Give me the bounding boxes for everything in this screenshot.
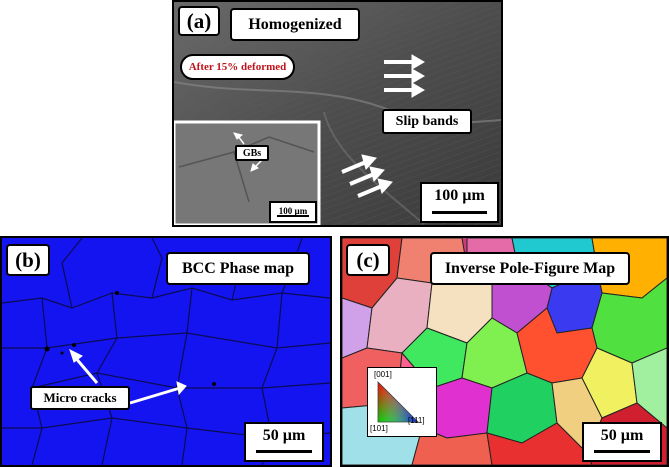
panel-b-scale-text: 50 µm [262, 427, 306, 444]
panel-c-label: (c) [346, 244, 390, 276]
deformation-note: After 15% deformed [180, 54, 295, 80]
panel-b-label: (b) [6, 244, 50, 276]
ipf-key-101: [101] [370, 424, 388, 433]
panel-b-phase-map: (b) BCC Phase map Micro cracks 50 µm [0, 236, 332, 467]
panel-c-scale-bar: 50 µm [582, 422, 662, 462]
micro-cracks-label: Micro cracks [30, 386, 130, 410]
panel-a-sem-image: (a) Homogenized After 15% deformed Slip … [172, 0, 503, 227]
gbs-arrows [233, 132, 263, 172]
panel-a-label: (a) [178, 6, 220, 36]
ipf-triangle [377, 381, 419, 423]
micro-crack-arrows [69, 349, 187, 405]
ipf-key-111: [111] [408, 416, 425, 425]
slip-band-arrows-upper [384, 54, 425, 98]
inset-scale-text: 100 µm [278, 206, 308, 216]
inset-scale-bar: 100 µm [269, 201, 317, 223]
panel-b-scale-bar: 50 µm [244, 422, 324, 462]
panel-c-title: Inverse Pole-Figure Map [430, 252, 630, 285]
ipf-key-001: [001] [374, 370, 392, 379]
slip-bands-label: Slip bands [382, 109, 472, 134]
gbs-label: GBs [235, 145, 269, 161]
panel-a-title: Homogenized [230, 8, 360, 41]
panel-a-scale-bar: 100 µm [420, 182, 499, 223]
slip-band-arrows-lower [341, 154, 393, 198]
panel-a-scale-text: 100 µm [434, 187, 485, 204]
panel-c-scale-text: 50 µm [600, 427, 644, 444]
panel-c-ipf-map: (c) Inverse Pole-Figure Map [001] [101] … [340, 236, 669, 467]
ipf-color-key: [001] [101] [111] [367, 367, 437, 437]
panel-b-title: BCC Phase map [166, 252, 310, 285]
